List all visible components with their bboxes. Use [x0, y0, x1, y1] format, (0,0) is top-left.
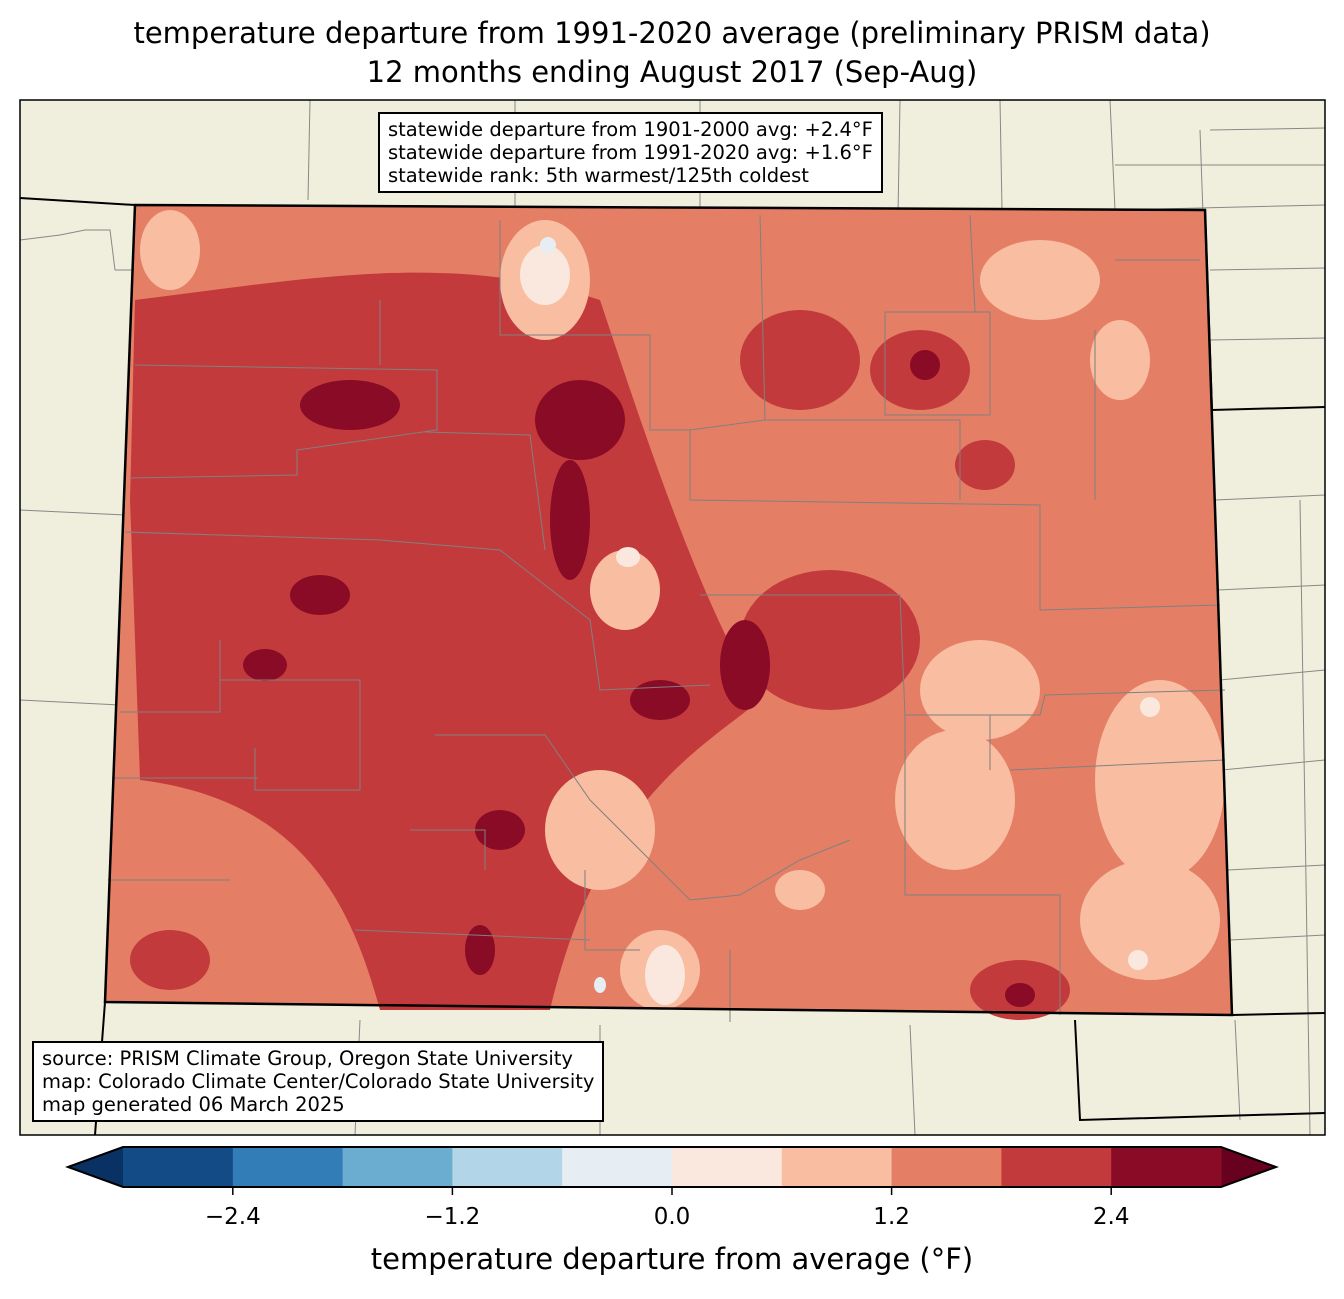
colorbar-bin — [1111, 1147, 1222, 1187]
colorbar-tick-label: −1.2 — [424, 1204, 481, 1230]
source-prism: source: PRISM Climate Group, Oregon Stat… — [42, 1047, 573, 1070]
colorbar-bin — [1001, 1147, 1112, 1187]
map-subtitle: 12 months ending August 2017 (Sep-Aug) — [366, 55, 978, 89]
colorbar-tick-label: 1.2 — [873, 1204, 910, 1230]
colorbar-bin — [232, 1147, 344, 1187]
colorbar-label: temperature departure from average (°F) — [370, 1242, 974, 1276]
colorbar-bin — [672, 1147, 783, 1187]
colorbar-over-arrow — [1221, 1147, 1276, 1187]
colorbar-tick-label: −2.4 — [204, 1204, 261, 1230]
source-generated-date: map generated 06 March 2025 — [42, 1093, 345, 1116]
colorbar-bin — [891, 1147, 1002, 1187]
colorbar-tick-label: 2.4 — [1092, 1204, 1130, 1230]
colorado-state — [103, 203, 1234, 1022]
map-frame — [19, 99, 1326, 1136]
stat-departure-1991-2020: statewide departure from 1991-2020 avg: … — [388, 141, 873, 164]
colorbar-bin — [452, 1147, 563, 1187]
colorbar-bin — [342, 1147, 453, 1187]
colorbar-bin — [781, 1147, 893, 1187]
colorbar-tick-label: 0.0 — [653, 1204, 691, 1230]
colorbar-bin — [562, 1147, 673, 1187]
statewide-stats-box: statewide departure from 1901-2000 avg: … — [378, 112, 883, 193]
county-lines — [108, 214, 1226, 1022]
colorbar — [65, 1146, 1279, 1195]
stat-departure-1901-2000: statewide departure from 1901-2000 avg: … — [388, 118, 873, 141]
stat-rank: statewide rank: 5th warmest/125th coldes… — [388, 164, 809, 187]
colorbar-bin — [123, 1147, 234, 1187]
colorbar-under-arrow — [68, 1147, 123, 1187]
colorbar-outline — [65, 1146, 1279, 1188]
source-map: map: Colorado Climate Center/Colorado St… — [42, 1070, 595, 1093]
map-title: temperature departure from 1991-2020 ave… — [133, 16, 1211, 50]
source-box: source: PRISM Climate Group, Oregon Stat… — [32, 1041, 605, 1122]
